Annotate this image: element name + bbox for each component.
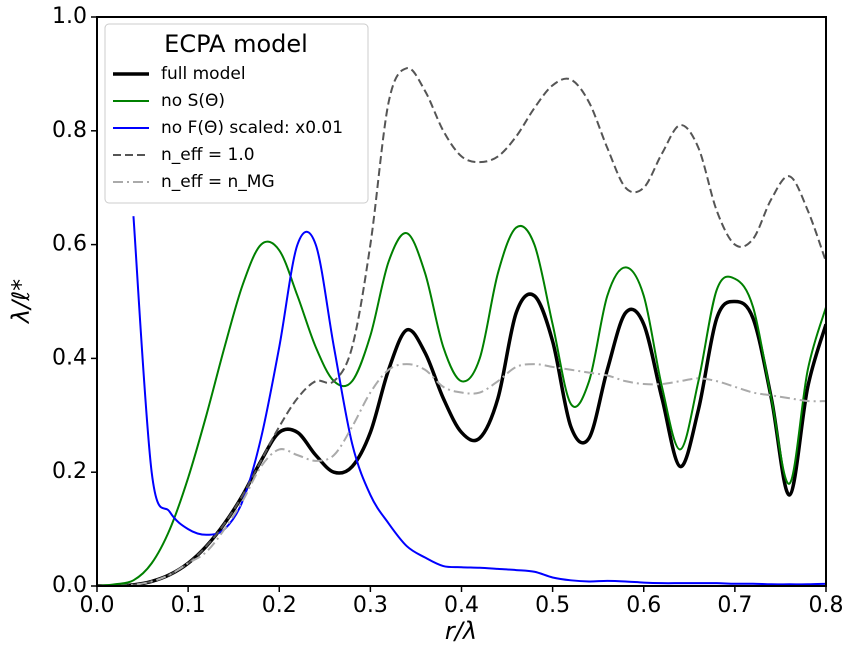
legend-label: n_eff = 1.0 (161, 145, 255, 165)
y-tick-label: 0.4 (52, 345, 87, 370)
legend-box (104, 23, 369, 204)
y-tick-label: 0.8 (52, 118, 87, 143)
x-tick-label: 0.3 (353, 593, 388, 618)
series-line (97, 292, 826, 586)
x-tick-label: 0.1 (171, 593, 206, 618)
legend-label: full model (161, 64, 246, 84)
y-axis-label: λ/ℓ* (7, 279, 35, 325)
legend-label: no S(Θ) (161, 91, 225, 111)
series-line (97, 67, 826, 586)
y-tick-label: 0.0 (52, 573, 87, 598)
series-line (97, 363, 826, 586)
legend: ECPA model full model no S(Θ) no F(Θ) scal… (104, 23, 369, 204)
series-line (132, 216, 826, 586)
x-tick-label: 0.4 (444, 593, 479, 618)
x-tick-label: 0.5 (535, 593, 570, 618)
x-tick-label: 0.8 (809, 593, 844, 618)
plot-area (97, 67, 826, 586)
legend-title: ECPA model (164, 30, 308, 58)
x-tick-label: 0.7 (717, 593, 752, 618)
legend-label: n_eff = n_MG (161, 172, 275, 192)
x-tick-label: 0.0 (80, 593, 115, 618)
x-tick-label: 0.2 (262, 593, 297, 618)
legend-label: no F(Θ) scaled: x0.01 (161, 118, 343, 138)
x-tick-label: 0.6 (626, 593, 661, 618)
series-line (97, 224, 826, 586)
x-axis-label: r/λ (445, 617, 477, 645)
y-tick-label: 1.0 (52, 4, 87, 29)
y-tick-label: 0.2 (52, 459, 87, 484)
y-tick-label: 0.6 (52, 232, 87, 257)
